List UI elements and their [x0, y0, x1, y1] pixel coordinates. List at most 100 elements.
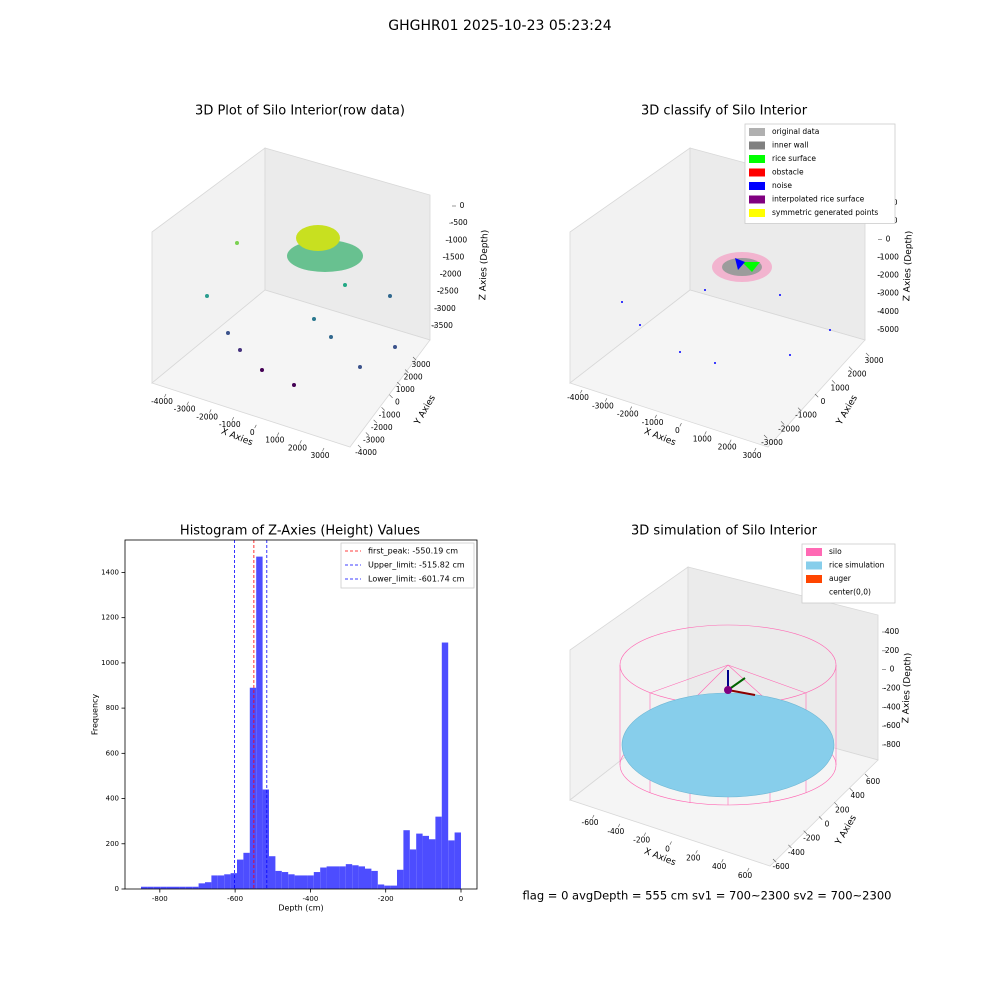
bar	[333, 866, 340, 889]
x-axis-label: X Axies	[643, 847, 678, 869]
y-tick-mark	[818, 816, 823, 820]
x-tick-mark	[617, 823, 621, 828]
x-tick-label: -3000	[174, 405, 196, 414]
z-tick-label: -400	[883, 702, 900, 711]
x-tick-label: -600	[581, 818, 598, 827]
legend-box	[744, 123, 896, 224]
x-tick-mark	[669, 841, 672, 845]
y-tick-label: -1000	[795, 411, 817, 420]
y-axis-label: Y Axies	[834, 393, 860, 427]
y-tick-label: 600	[106, 749, 119, 757]
x-tick-label: 0	[675, 426, 680, 435]
y-axis-label: Y Axies	[833, 813, 859, 847]
legend-label: inner wall	[772, 141, 809, 150]
y-tick-label: -3000	[761, 438, 783, 447]
bar	[166, 886, 173, 889]
bar	[288, 874, 295, 889]
bar	[230, 873, 237, 889]
z-tick-label: 0	[886, 234, 891, 243]
y-tick-mark	[357, 444, 362, 449]
x-tick-mark	[299, 440, 302, 444]
legend-label: first_peak: -550.19 cm	[368, 547, 458, 556]
y-tick-mark	[797, 407, 802, 412]
x-tick-mark	[580, 389, 583, 394]
legend-label: Lower_limit: -601.74 cm	[368, 575, 465, 584]
z-tick-label: 200	[885, 646, 900, 655]
bar	[307, 875, 314, 889]
x-tick-label: 0	[250, 428, 255, 437]
x-tick-mark	[721, 859, 724, 863]
legend-swatch	[806, 575, 822, 583]
pane-box	[151, 147, 431, 448]
x-tick-label: 1000	[693, 434, 712, 443]
legend-swatch	[806, 588, 822, 597]
x-tick-mark	[604, 398, 608, 402]
bar	[275, 870, 282, 889]
x-tick-label: -4000	[151, 397, 173, 406]
legend-label: auger	[829, 574, 852, 583]
y-tick-label: -4000	[355, 448, 377, 457]
bar	[365, 868, 372, 889]
legend-swatch	[749, 182, 765, 190]
z-axis-label: Z Axies (Depth)	[902, 231, 914, 302]
x-tick-mark	[704, 431, 707, 435]
subplot-title: 3D Plot of Silo Interior(row data)	[195, 104, 405, 119]
y-tick-label: 0	[115, 885, 119, 893]
bar	[454, 832, 461, 889]
x-tick-label: 400	[712, 862, 727, 871]
bar	[262, 789, 269, 889]
point-cloud	[205, 225, 397, 387]
x-tick-label: -200	[633, 836, 650, 845]
y-tick-label: 0	[821, 397, 826, 406]
bar	[281, 872, 289, 889]
y-tick-label: -200	[803, 834, 820, 843]
x-tick-mark	[209, 409, 212, 413]
bar	[416, 833, 423, 889]
x-tick-label: 200	[686, 853, 701, 862]
x-axis-label: Depth (cm)	[278, 904, 323, 913]
legend-swatch	[749, 195, 765, 204]
z-tick-label: -2000	[877, 271, 899, 280]
legend-label: noise	[772, 181, 792, 190]
y-tick-mark	[763, 434, 768, 439]
z-axis-label: Z Axies (Depth)	[478, 230, 490, 301]
x-tick-mark	[186, 401, 189, 406]
z-tick-label: -800	[883, 740, 900, 749]
bar	[429, 839, 436, 889]
y-tick-mark	[404, 369, 409, 373]
x-tick-mark	[747, 867, 750, 872]
status-text: flag = 0 avgDepth = 555 cm sv1 = 700~230…	[523, 889, 892, 903]
x-tick-label: -200	[378, 895, 394, 903]
bar	[409, 849, 417, 889]
bar	[435, 816, 442, 889]
x-tick-label: 0	[665, 845, 670, 854]
y-tick-label: 600	[866, 777, 881, 786]
bar	[345, 864, 353, 889]
y-tick-label: 0	[825, 820, 830, 829]
y-tick-label: -2000	[778, 424, 800, 433]
legend-swatch	[806, 548, 822, 556]
x-tick-label: -400	[302, 895, 318, 903]
y-tick-label: -2000	[371, 423, 393, 432]
bar	[301, 875, 308, 889]
legend-swatch	[806, 561, 822, 570]
y-tick-label: -600	[772, 862, 789, 871]
legend-swatch	[749, 155, 765, 163]
bar	[160, 886, 167, 889]
bar	[397, 869, 404, 889]
x-tick-mark	[254, 424, 257, 429]
y-tick-mark	[788, 844, 792, 849]
bar	[198, 883, 205, 889]
y-tick-label: 200	[835, 805, 850, 814]
y-tick-mark	[814, 393, 819, 398]
y-tick-mark	[389, 394, 393, 399]
x-tick-mark	[164, 393, 167, 398]
legend-label: rice surface	[772, 154, 816, 163]
bar	[326, 866, 333, 889]
legend-swatch	[749, 128, 765, 136]
auger	[724, 670, 756, 696]
y-tick-label: 1000	[830, 383, 849, 392]
subplot-title: 3D simulation of Silo Interior	[631, 524, 818, 539]
rice-surface	[621, 692, 835, 798]
bar	[217, 875, 225, 889]
